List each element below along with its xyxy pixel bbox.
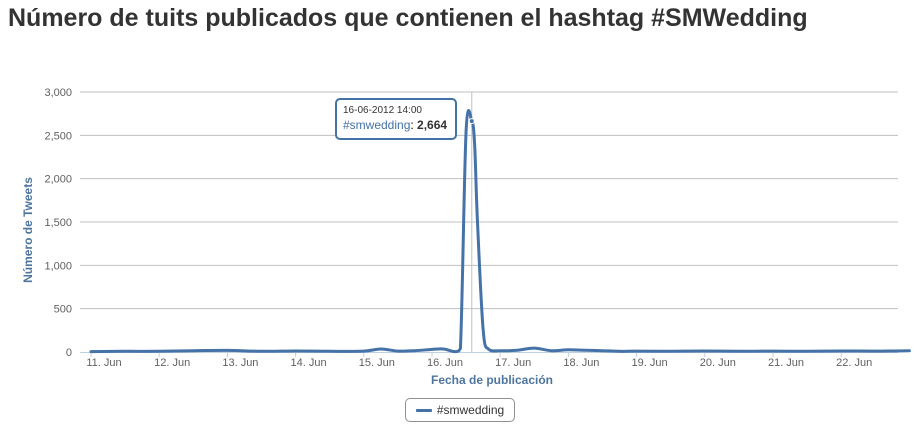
x-axis-labels: 11. Jun 12. Jun 13. Jun 14. Jun 15. Jun 16. J… xyxy=(86,357,872,369)
tooltip-date: 16-06-2012 14:00 xyxy=(343,105,422,116)
x-tick-label: 22. Jun xyxy=(836,357,872,369)
series-line-smwedding[interactable] xyxy=(89,109,911,354)
y-tick-label: 3,000 xyxy=(44,87,72,99)
x-axis-title: Fecha de publicación xyxy=(431,373,553,387)
x-tick-label: 18. Jun xyxy=(563,357,599,369)
y-axis-title: Número de Tweets xyxy=(21,177,35,283)
y-tick-label: 0 xyxy=(66,347,72,359)
hover-point-marker[interactable] xyxy=(468,118,475,125)
legend[interactable]: #smwedding xyxy=(405,398,515,422)
tooltip: 16-06-2012 14:00 #smwedding: 2,664 xyxy=(335,98,457,140)
tooltip-value-line: #smwedding: 2,664 xyxy=(343,117,449,134)
x-tick-label: 17. Jun xyxy=(495,357,531,369)
tooltip-series-name: #smwedding xyxy=(343,118,411,132)
y-tick-label: 500 xyxy=(54,304,72,316)
x-tick-label: 12. Jun xyxy=(154,357,190,369)
x-tick-label: 20. Jun xyxy=(700,357,736,369)
x-tick-label: 16. Jun xyxy=(427,357,463,369)
x-tick-label: 14. Jun xyxy=(291,357,327,369)
x-tick-label: 15. Jun xyxy=(359,357,395,369)
x-tick-label: 13. Jun xyxy=(222,357,258,369)
y-tick-label: 2,500 xyxy=(44,130,72,142)
x-tick-label: 11. Jun xyxy=(86,357,121,369)
legend-label: #smwedding xyxy=(436,403,505,417)
y-tick-label: 1,000 xyxy=(44,260,72,272)
x-tick-label: 19. Jun xyxy=(632,357,668,369)
legend-swatch xyxy=(415,408,432,412)
y-axis-labels: 0 500 1,000 1,500 2,000 2,500 3,000 xyxy=(44,87,72,359)
tooltip-separator: : xyxy=(410,118,418,132)
chart-title: Número de tuits publicados que contienen… xyxy=(8,4,808,32)
grid-lines xyxy=(80,91,898,310)
x-tick-label: 21. Jun xyxy=(768,357,804,369)
tooltip-value: 2,664 xyxy=(417,118,448,132)
y-tick-label: 2,000 xyxy=(44,174,72,186)
y-tick-label: 1,500 xyxy=(44,217,72,229)
